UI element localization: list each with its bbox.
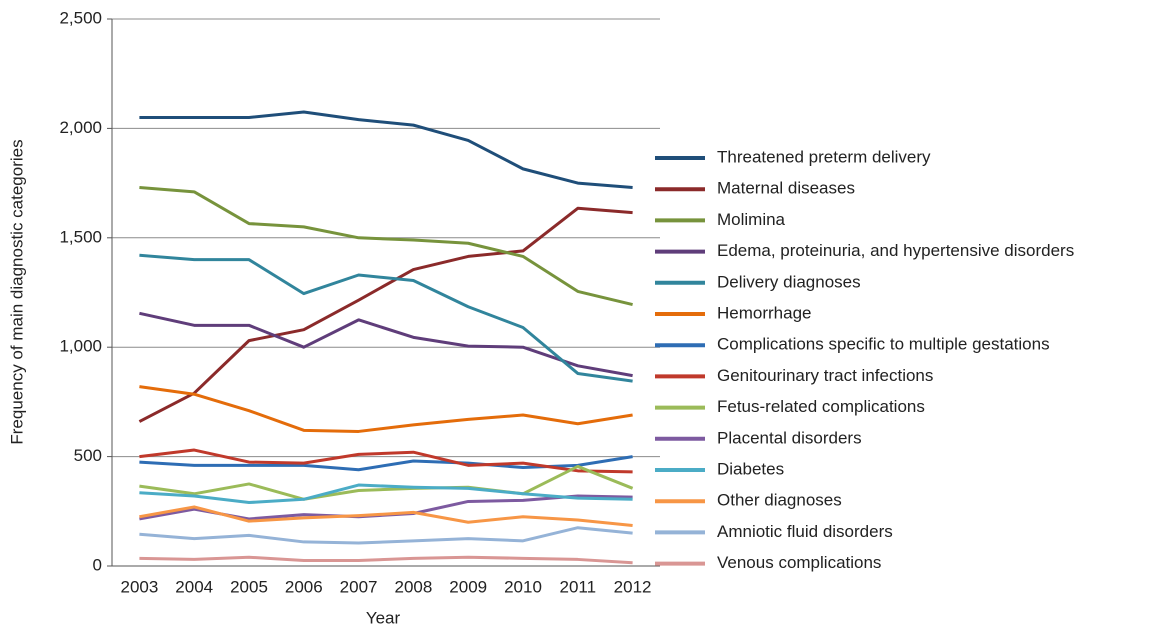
y-tick-label: 500 (74, 446, 102, 465)
x-tick-label: 2003 (120, 577, 158, 596)
legend-label: Genitourinary tract infections (717, 366, 933, 385)
y-axis-label: Frequency of main diagnostic categories (7, 139, 26, 444)
line-series (139, 385, 633, 433)
legend-label: Other diagnoses (717, 491, 842, 510)
x-tick-label: 2010 (504, 577, 542, 596)
x-tick-label: 2007 (340, 577, 378, 596)
line-series (139, 110, 633, 189)
line-series (139, 505, 633, 528)
line-series (139, 253, 633, 383)
y-tick-label: 2,500 (59, 8, 102, 27)
x-tick-label: 2004 (175, 577, 213, 596)
x-tick-label: 2009 (449, 577, 487, 596)
x-tick-label: 2008 (394, 577, 432, 596)
legend-label: Threatened preterm delivery (717, 147, 931, 166)
legend-label: Placental disorders (717, 428, 862, 447)
x-tick-label: 2005 (230, 577, 268, 596)
line-series (139, 526, 633, 545)
legend-label: Amniotic fluid disorders (717, 522, 893, 541)
line-series (139, 483, 633, 505)
legend-label: Hemorrhage (717, 303, 812, 322)
y-tick-label: 1,000 (59, 337, 102, 356)
y-tick-label: 1,500 (59, 227, 102, 246)
x-tick-label: 2012 (614, 577, 652, 596)
legend-label: Venous complications (717, 553, 881, 572)
legend-label: Maternal diseases (717, 179, 855, 198)
legend-label: Edema, proteinuria, and hypertensive dis… (717, 241, 1074, 260)
y-tick-label: 0 (93, 555, 102, 574)
legend-label: Complications specific to multiple gesta… (717, 335, 1050, 354)
legend-label: Fetus-related complications (717, 397, 925, 416)
legend-label: Delivery diagnoses (717, 272, 861, 291)
y-tick-label: 2,000 (59, 118, 102, 137)
line-series (139, 185, 633, 306)
line-series (138, 206, 633, 423)
x-tick-label: 2006 (285, 577, 323, 596)
x-axis-label: Year (366, 608, 401, 627)
line-series (139, 555, 633, 565)
line-series (139, 311, 633, 378)
x-tick-label: 2011 (560, 577, 597, 596)
line-series (139, 448, 633, 474)
line-series (139, 464, 634, 501)
legend-label: Molimina (717, 210, 786, 229)
legend-label: Diabetes (717, 459, 784, 478)
